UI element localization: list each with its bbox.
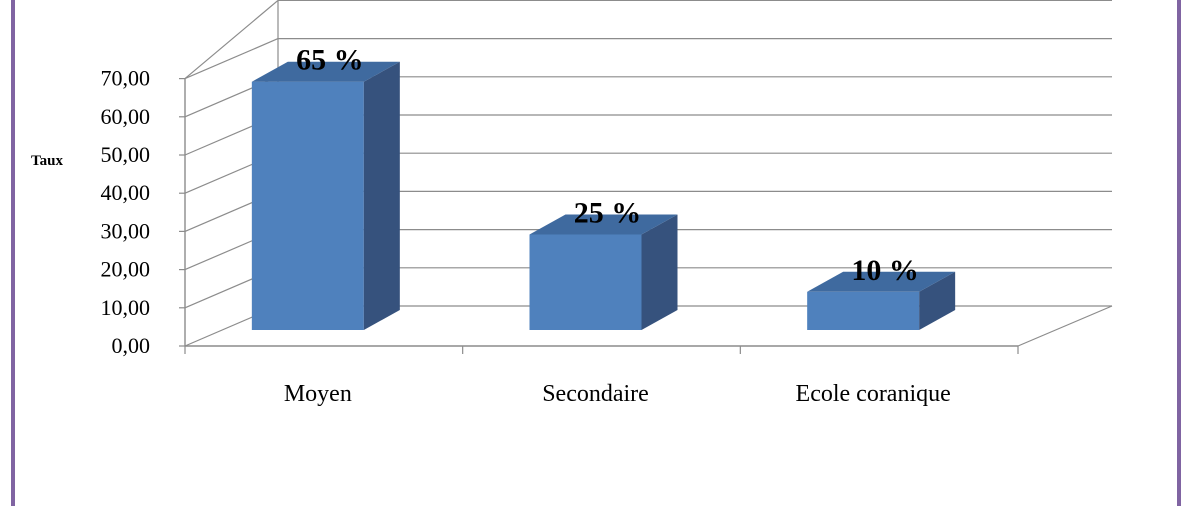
y-tick-label: 0,00: [112, 333, 151, 358]
y-tick-label: 60,00: [101, 104, 151, 129]
y-tick-label: 50,00: [101, 142, 151, 167]
bar-2: [529, 214, 678, 330]
bar-top: [807, 271, 956, 292]
x-tick-label: Secondaire: [542, 381, 649, 407]
bar-front: [251, 81, 364, 330]
frame-left-border: [11, 0, 15, 506]
gridline-diagonal: [184, 0, 279, 80]
bar-1: [251, 61, 400, 330]
data-label: 10 %: [851, 254, 919, 287]
bar-top: [529, 214, 678, 235]
axis-layer: 0,00 10,00 20,00 30,00 40,00 50,00 60,00 70,00: [101, 66, 1113, 358]
data-label: 65 %: [296, 44, 364, 77]
y-tick-label: 40,00: [101, 180, 151, 205]
y-axis-label: Taux: [31, 153, 63, 169]
frame-right-border: [1177, 0, 1181, 506]
x-tick-label: Ecole coranique: [796, 381, 951, 407]
bar-side: [641, 214, 678, 330]
floor-right-edge: [1017, 305, 1113, 347]
y-tick-label: 20,00: [101, 257, 151, 282]
gridline-diagonal: [184, 38, 279, 80]
label-layer: 65 % Moyen 25 % Secondaire 10 % Ecole coraniq…: [284, 44, 951, 407]
x-tick-label: Moyen: [284, 381, 352, 407]
y-tick-label: 10,00: [101, 295, 151, 320]
bar-layer: [251, 61, 956, 330]
data-label: 25 %: [574, 197, 642, 230]
y-tick-label: 30,00: [101, 218, 151, 243]
bar-top: [251, 61, 400, 82]
y-tick-label: 70,00: [101, 66, 151, 91]
bar-front: [807, 291, 920, 330]
bar-side: [363, 61, 400, 330]
bar-front: [529, 234, 642, 330]
bar-3: [807, 271, 956, 330]
bar-side: [919, 271, 956, 330]
grid-layer: [184, 0, 1112, 347]
